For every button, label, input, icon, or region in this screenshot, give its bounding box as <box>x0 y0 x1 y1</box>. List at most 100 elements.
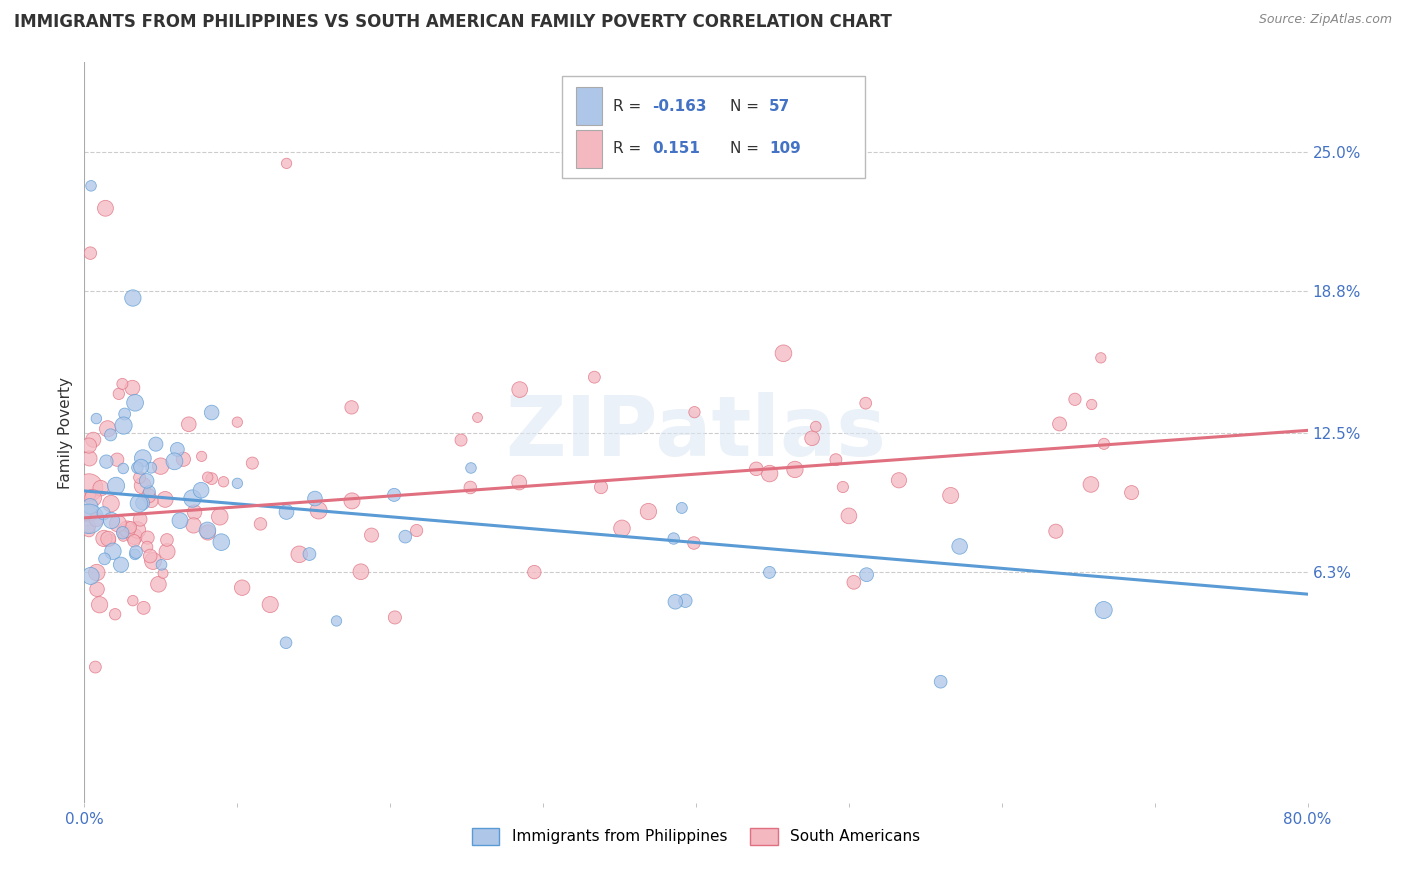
Point <box>86 411 108 425</box>
Point <box>304 491 326 506</box>
Point <box>190 483 212 498</box>
Point <box>142 554 165 568</box>
Text: ZIPatlas: ZIPatlas <box>506 392 886 473</box>
Point <box>405 524 427 538</box>
Point <box>77 481 100 495</box>
Point <box>758 566 780 580</box>
Point <box>105 452 128 467</box>
Y-axis label: Family Poverty: Family Poverty <box>58 376 73 489</box>
Point <box>212 475 235 489</box>
Point <box>181 491 204 506</box>
Point <box>610 521 633 535</box>
Point <box>509 383 531 397</box>
Point <box>249 516 271 531</box>
Point <box>86 512 108 526</box>
Point <box>1121 485 1143 500</box>
Point <box>231 581 253 595</box>
Point <box>107 516 129 531</box>
Point <box>201 405 224 419</box>
Point <box>127 523 149 537</box>
Point <box>82 491 104 505</box>
Text: 57: 57 <box>769 99 790 113</box>
Point <box>197 524 219 538</box>
Point <box>156 533 179 547</box>
Point <box>141 493 163 508</box>
Point <box>100 428 122 442</box>
Point <box>138 489 160 503</box>
Point <box>97 532 120 546</box>
Point <box>758 467 780 481</box>
Point <box>340 494 363 508</box>
Point <box>298 547 321 561</box>
Point <box>683 536 706 550</box>
Text: -0.163: -0.163 <box>652 99 707 113</box>
Point <box>583 370 606 384</box>
Legend: Immigrants from Philippines, South Americans: Immigrants from Philippines, South Ameri… <box>465 822 927 851</box>
Point <box>131 478 153 492</box>
Point <box>673 593 696 607</box>
Point <box>201 472 224 486</box>
Point <box>664 595 686 609</box>
Point <box>460 461 482 475</box>
Point <box>150 558 173 572</box>
Point <box>98 533 121 547</box>
Point <box>804 419 827 434</box>
Text: 109: 109 <box>769 142 801 156</box>
Point <box>783 462 806 476</box>
Point <box>197 470 219 484</box>
Point <box>276 156 298 170</box>
Point <box>450 433 472 447</box>
Point <box>209 535 232 549</box>
Point <box>772 346 794 360</box>
Point <box>139 549 162 563</box>
Point <box>100 497 122 511</box>
Point <box>838 508 860 523</box>
Point <box>929 674 952 689</box>
Point <box>325 614 347 628</box>
Point <box>79 451 101 466</box>
Point <box>350 565 373 579</box>
Point <box>169 514 191 528</box>
Point <box>288 547 311 561</box>
Point <box>77 524 100 538</box>
Point <box>122 291 145 305</box>
Point <box>100 514 122 528</box>
Point <box>97 422 120 436</box>
Text: 0.151: 0.151 <box>652 142 700 156</box>
Point <box>112 524 135 539</box>
Point <box>94 201 117 215</box>
Point <box>177 417 200 432</box>
Point <box>1092 437 1115 451</box>
Point <box>77 507 100 521</box>
Point <box>153 492 176 507</box>
Point <box>77 519 100 533</box>
Point <box>467 410 489 425</box>
Point <box>141 460 163 475</box>
Point <box>1090 351 1112 365</box>
Point <box>79 246 101 260</box>
Point <box>148 577 170 591</box>
Point <box>240 456 263 470</box>
Point <box>131 496 153 510</box>
Point <box>89 598 111 612</box>
Point <box>132 600 155 615</box>
Point <box>274 636 297 650</box>
Point <box>1064 392 1087 407</box>
Point <box>949 540 972 554</box>
Point <box>1049 417 1071 431</box>
Point <box>662 532 685 546</box>
Point <box>340 401 363 415</box>
Point <box>855 567 877 582</box>
Point <box>112 461 135 475</box>
Point <box>122 533 145 548</box>
Point <box>93 532 115 546</box>
Point <box>108 387 131 401</box>
Point <box>360 528 382 542</box>
Point <box>129 459 152 474</box>
Point <box>136 531 159 545</box>
Point <box>276 505 298 519</box>
Point <box>523 565 546 579</box>
Point <box>1080 397 1102 411</box>
Point <box>1045 524 1067 539</box>
Point <box>887 473 910 487</box>
